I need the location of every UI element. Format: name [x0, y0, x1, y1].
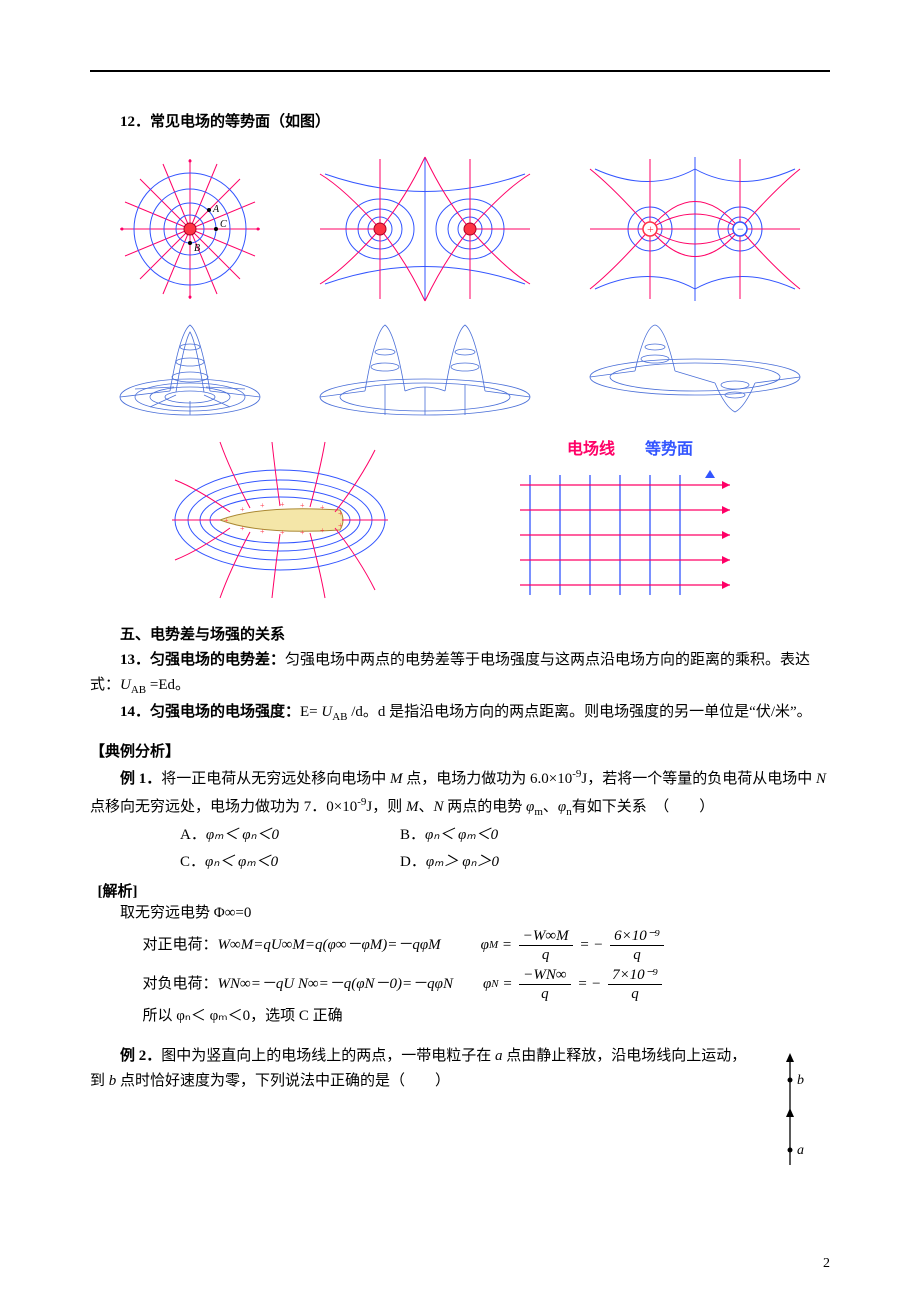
fig-point-charge: A B C: [115, 154, 265, 304]
svg-text:+: +: [320, 503, 325, 512]
svg-text:a: a: [797, 1143, 804, 1158]
svg-text:+: +: [240, 524, 245, 533]
item14: 14．匀强电场的电场强度：E= UAB /d。d 是指沿电场方向的两点距离。则电…: [90, 700, 830, 727]
svg-text:A: A: [212, 204, 220, 215]
item13-Usub: AB: [131, 684, 146, 696]
item13: 13．匀强电场的电势差：匀强电场中两点的电势差等于电场强度与这两点沿电场方向的距…: [90, 648, 830, 700]
item12-heading: 12．常见电场的等势面（如图）: [90, 110, 830, 136]
fig-3d-dipole: [585, 322, 805, 417]
item14-U: U: [321, 704, 332, 720]
item13-tail: =Ed。: [146, 677, 190, 693]
frac-3: −WN∞q: [519, 966, 570, 1003]
svg-text:+: +: [260, 501, 265, 510]
svg-text:+: +: [320, 526, 325, 535]
item13-U: U: [120, 677, 131, 693]
ex2: 例 2．图中为竖直向上的电场线上的两点，一带电粒子在 a 点由静止释放，沿电场线…: [90, 1044, 830, 1175]
item14-lead: 14．匀强电场的电场强度：: [120, 704, 300, 720]
opt-b: B．φₙ＜ φₘ＜0: [400, 822, 620, 849]
frac-2: 6×10⁻⁹q: [610, 927, 664, 964]
svg-text:+: +: [338, 509, 343, 518]
svg-text:B: B: [194, 243, 200, 254]
opt-c: C．φₙ＜ φₘ＜0: [180, 849, 400, 876]
svg-text:−: −: [737, 222, 744, 236]
item14-body: E=: [300, 704, 321, 720]
uniform-legend: 电场线 等势面: [510, 435, 750, 459]
figure-row-1: A B C: [90, 154, 830, 304]
top-rule: [90, 70, 830, 72]
section5-title: 五、电势差与场强的关系: [90, 623, 830, 644]
item14-tail: /d。d 是指沿电场方向的两点距离。则电场强度的另一单位是“伏/米”。: [348, 704, 812, 720]
analysis-line3: 所以 φₙ＜ φₘ＜0，选项 C 正确: [143, 1004, 831, 1030]
fig-two-like: [315, 154, 535, 304]
svg-text:+: +: [280, 500, 285, 509]
ex1-lead: 例 1．: [120, 771, 161, 787]
ex2-text: 例 2．图中为竖直向上的电场线上的两点，一带电粒子在 a 点由静止释放，沿电场线…: [90, 1044, 760, 1095]
fig-charged-body: + + + + + + + + + + + + +: [170, 440, 430, 600]
svg-text:+: +: [338, 521, 343, 530]
analysis-line1: 对正电荷： W∞M=qU∞M=q(φ∞－φM)=－qφM φM = −W∞Mq …: [143, 926, 831, 965]
frac-1: −W∞Mq: [519, 927, 573, 964]
legend-equi: 等势面: [645, 435, 693, 459]
fig-dipole: + −: [585, 154, 805, 304]
ex1-options: A．φₘ＜ φₙ＜0 B．φₙ＜ φₘ＜0 C．φₙ＜ φₘ＜0 D．φₘ＞ φ…: [180, 822, 830, 876]
svg-text:+: +: [224, 516, 229, 525]
figure-row-2: [90, 322, 830, 417]
svg-text:+: +: [647, 222, 654, 236]
svg-text:b: b: [797, 1073, 804, 1088]
svg-text:+: +: [300, 528, 305, 537]
analysis-line0: 取无穷远电势 Φ∞=0: [90, 901, 830, 927]
item14-Usub: AB: [332, 711, 347, 723]
opt-a: A．φₘ＜ φₙ＜0: [180, 822, 400, 849]
ex2-figure: b a: [770, 1050, 830, 1175]
analysis-head: [解析]: [98, 880, 831, 901]
item13-lead: 13．匀强电场的电势差：: [120, 652, 285, 668]
legend-field: 电场线: [567, 435, 615, 459]
fig-3d-two-like: [315, 322, 535, 417]
svg-text:+: +: [260, 527, 265, 536]
ex1-text: 例 1．将一正电荷从无穷远处移向电场中 M 点，电场力做功为 6.0×10-9J…: [90, 765, 830, 821]
svg-text:C: C: [220, 219, 227, 230]
figure-row-3: + + + + + + + + + + + + + 电场线 等势面: [90, 435, 830, 605]
svg-text:+: +: [280, 528, 285, 537]
fig-3d-single: [115, 322, 265, 417]
examples-head: 【典例分析】: [90, 740, 830, 761]
analysis-line2: 对负电荷： WN∞=－qU N∞=－q(φN－0)=－qφN φN = −WN∞…: [143, 965, 831, 1004]
page-number: 2: [823, 1256, 830, 1272]
svg-text:+: +: [300, 501, 305, 510]
svg-text:+: +: [240, 505, 245, 514]
frac-4: 7×10⁻⁹q: [608, 966, 662, 1003]
fig-uniform-field: 电场线 等势面: [510, 435, 750, 605]
opt-d: D．φₘ＞ φₙ＞0: [400, 849, 620, 876]
